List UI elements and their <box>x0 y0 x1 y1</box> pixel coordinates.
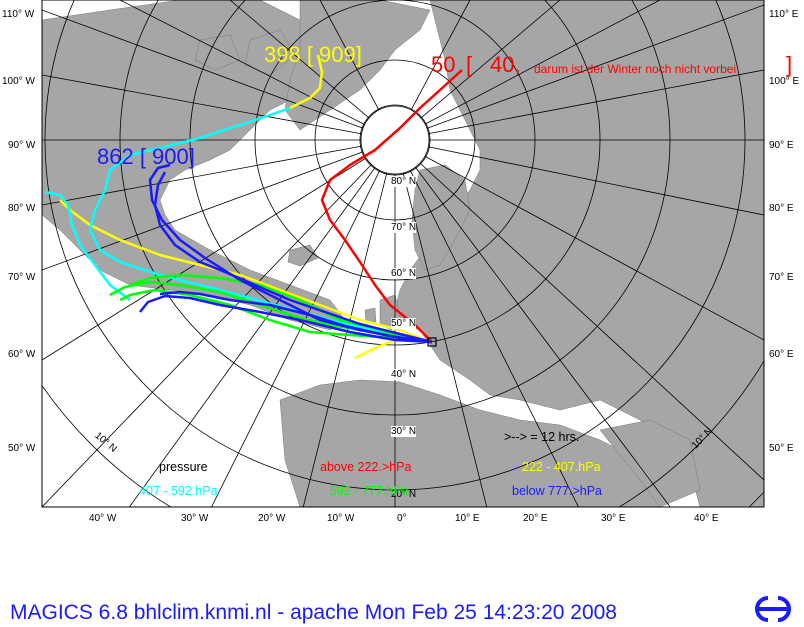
lon-label: 20° W <box>258 513 286 524</box>
legend-blue: below 777.>hPa <box>512 484 603 498</box>
lon-label: 10° W <box>327 513 355 524</box>
lon-label: 40° E <box>694 513 719 524</box>
land-masses <box>42 0 764 507</box>
parallel-label: 50° N <box>391 318 417 329</box>
parallel-label: 60° N <box>391 268 417 279</box>
red-note-label: darum ist der Winter noch nicht vorbei <box>534 62 737 76</box>
timestep-label: >--> = 12 hrs. <box>504 430 580 444</box>
lon-label: 30° E <box>601 513 626 524</box>
parallel-label: 20° N <box>391 489 417 500</box>
lat-label-right: 60° E <box>769 349 794 360</box>
lat-label-left: 60° W <box>8 349 36 360</box>
start-marker <box>427 337 437 347</box>
red-bracket-open: [ <box>466 52 473 77</box>
parallel-label: 70° N <box>391 222 417 233</box>
legend-red: above 222.>hPa <box>320 460 412 474</box>
lon-label: 0° <box>397 513 407 524</box>
parallel-label: 30° N <box>391 426 417 437</box>
red-bracket-close: ] <box>786 52 793 77</box>
lat-label-right: 90° E <box>769 140 794 151</box>
lat-label-left: 50° W <box>8 443 36 454</box>
red-value-label: 40, <box>490 52 521 77</box>
red-start-label: 50 <box>431 52 456 77</box>
trajectory-cyan-2 <box>44 190 131 301</box>
legend-green: 592 - 777.hPa <box>330 484 409 498</box>
lat-label-left: 110° W <box>2 9 35 20</box>
trajectory-yellow-upper <box>289 54 324 110</box>
yellow-trajectory-label: 398 [ 909] <box>264 42 362 67</box>
lat-label-left: 80° W <box>8 203 36 214</box>
lat-label-left: 100° W <box>2 76 35 87</box>
footer-credits: MAGICS 6.8 bhlclim.knmi.nl - apache Mon … <box>10 601 617 624</box>
legend-cyan: 407 - 592.hPa <box>139 484 218 498</box>
trajectory-blue-3 <box>159 290 433 344</box>
lon-label: 20° E <box>523 513 548 524</box>
trajectories <box>44 54 463 360</box>
lon-label: 40° W <box>89 513 117 524</box>
trajectory-red <box>320 69 463 343</box>
lon-label: 10° E <box>455 513 480 524</box>
trajectory-blue-2 <box>139 294 433 344</box>
blue-trajectory-label: 862 [ 900] <box>97 144 195 169</box>
lat-label-right: 100° E <box>769 76 800 87</box>
parallel-label: 40° N <box>391 369 417 380</box>
ecmwf-logo-icon <box>755 596 791 622</box>
parallel-label: 80° N <box>391 176 417 187</box>
lat-label-left: 70° W <box>8 272 36 283</box>
lat-label-right: 110° E <box>769 9 799 20</box>
lat-label-right: 70° E <box>769 272 794 283</box>
legend-title: pressure <box>159 460 208 474</box>
lon-label: 30° W <box>181 513 209 524</box>
legend-yellow: 222 - 407.hPa <box>522 460 601 474</box>
trajectory-blue-4 <box>153 171 433 344</box>
lat-label-right: 80° E <box>769 203 794 214</box>
lat-label-left: 90° W <box>8 140 36 151</box>
lat-label-right: 50° E <box>769 443 794 454</box>
